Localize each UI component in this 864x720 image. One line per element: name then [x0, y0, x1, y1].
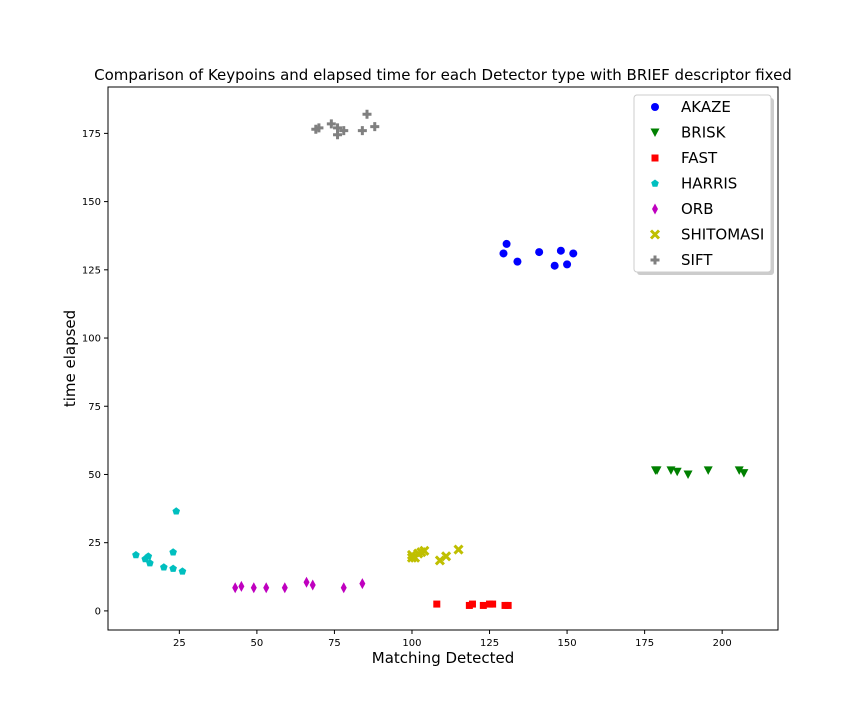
- legend-marker-sift: [650, 255, 660, 265]
- x-tick-label: 200: [713, 638, 732, 649]
- legend-marker-shitomasi: [649, 229, 661, 240]
- data-point-harris: [172, 507, 181, 515]
- legend-marker-fast: [651, 154, 659, 162]
- data-point-harris: [178, 567, 187, 575]
- data-point-akaze: [535, 248, 544, 257]
- legend-label-fast: FAST: [681, 149, 718, 167]
- plot-area: [107, 86, 779, 631]
- y-axis-label: time elapsed: [61, 310, 79, 407]
- data-point-sift: [370, 122, 380, 132]
- legend-marker-akaze: [651, 103, 659, 111]
- x-tick-label: 25: [173, 638, 186, 649]
- data-point-harris: [144, 552, 153, 560]
- x-tick-label: 100: [402, 638, 421, 649]
- data-point-akaze: [563, 260, 572, 269]
- data-point-brisk: [734, 466, 744, 475]
- legend-label-harris: HARRIS: [681, 175, 737, 193]
- data-point-fast: [468, 600, 476, 608]
- data-point-harris: [169, 564, 177, 572]
- data-point-orb: [340, 582, 347, 594]
- legend-label-akaze: AKAZE: [681, 98, 731, 116]
- data-point-fast: [479, 601, 487, 609]
- data-point-brisk: [672, 467, 682, 477]
- legend: AKAZE BRISK FAST HARRIS ORB SHITOMASI SIFT: [633, 94, 774, 275]
- y-tick-label: 25: [88, 538, 101, 549]
- x-tick-label: 150: [558, 638, 577, 649]
- x-tick-label: 50: [251, 638, 264, 649]
- data-points: [132, 109, 749, 609]
- data-point-orb: [281, 582, 288, 594]
- data-point-fast: [489, 600, 497, 608]
- data-point-shitomasi: [441, 551, 452, 562]
- data-point-akaze: [502, 239, 511, 248]
- data-point-harris: [132, 550, 140, 559]
- data-point-harris: [146, 559, 154, 567]
- legend-label-orb: ORB: [681, 200, 714, 218]
- y-tick-label: 50: [88, 470, 101, 481]
- data-point-orb: [303, 576, 310, 588]
- data-point-harris: [169, 548, 177, 556]
- data-point-orb: [359, 578, 366, 590]
- data-point-akaze: [556, 246, 565, 255]
- legend-marker-harris: [651, 179, 659, 187]
- data-point-fast: [433, 600, 441, 608]
- legend-label-brisk: BRISK: [681, 124, 727, 142]
- data-point-harris: [160, 563, 168, 571]
- y-tick-label: 175: [82, 129, 101, 140]
- legend-marker-brisk: [650, 128, 660, 137]
- data-point-orb: [232, 582, 239, 594]
- x-axis-label: Matching Detected: [372, 649, 515, 667]
- data-point-brisk: [652, 466, 662, 475]
- axis-ticks: 25 50 75 100 125 150 175 200 0 25 50 75 100 125 150 175: [82, 129, 732, 649]
- data-point-orb: [238, 580, 245, 592]
- data-point-sift: [333, 130, 343, 140]
- data-point-brisk: [739, 469, 749, 478]
- data-point-brisk: [703, 466, 713, 475]
- y-tick-label: 75: [88, 402, 101, 413]
- x-tick-label: 125: [480, 638, 499, 649]
- x-tick-label: 75: [328, 638, 341, 649]
- data-point-sift: [339, 126, 349, 136]
- data-point-brisk: [666, 466, 676, 475]
- data-point-sift: [357, 126, 367, 136]
- y-tick-label: 100: [82, 334, 101, 345]
- data-point-akaze: [513, 257, 522, 266]
- data-point-akaze: [499, 249, 508, 258]
- data-point-orb: [263, 582, 270, 594]
- data-point-sift: [362, 109, 372, 119]
- data-point-sift: [326, 119, 336, 129]
- legend-box: [633, 94, 772, 273]
- data-point-shitomasi: [419, 545, 430, 556]
- chart-title: Comparison of Keypoins and elapsed time …: [94, 66, 792, 84]
- data-point-shitomasi: [453, 544, 464, 555]
- x-tick-label: 175: [635, 638, 654, 649]
- data-point-brisk: [683, 470, 693, 479]
- data-point-orb: [250, 582, 257, 594]
- data-point-akaze: [569, 249, 578, 258]
- y-tick-label: 125: [82, 265, 101, 276]
- data-point-sift: [314, 123, 324, 133]
- y-tick-label: 0: [95, 606, 101, 617]
- legend-label-shitomasi: SHITOMASI: [681, 226, 764, 244]
- y-tick-label: 150: [82, 197, 101, 208]
- data-point-orb: [309, 579, 316, 591]
- data-point-akaze: [550, 261, 559, 270]
- legend-marker-orb: [652, 203, 658, 215]
- data-point-fast: [504, 601, 512, 609]
- legend-label-sift: SIFT: [681, 251, 713, 269]
